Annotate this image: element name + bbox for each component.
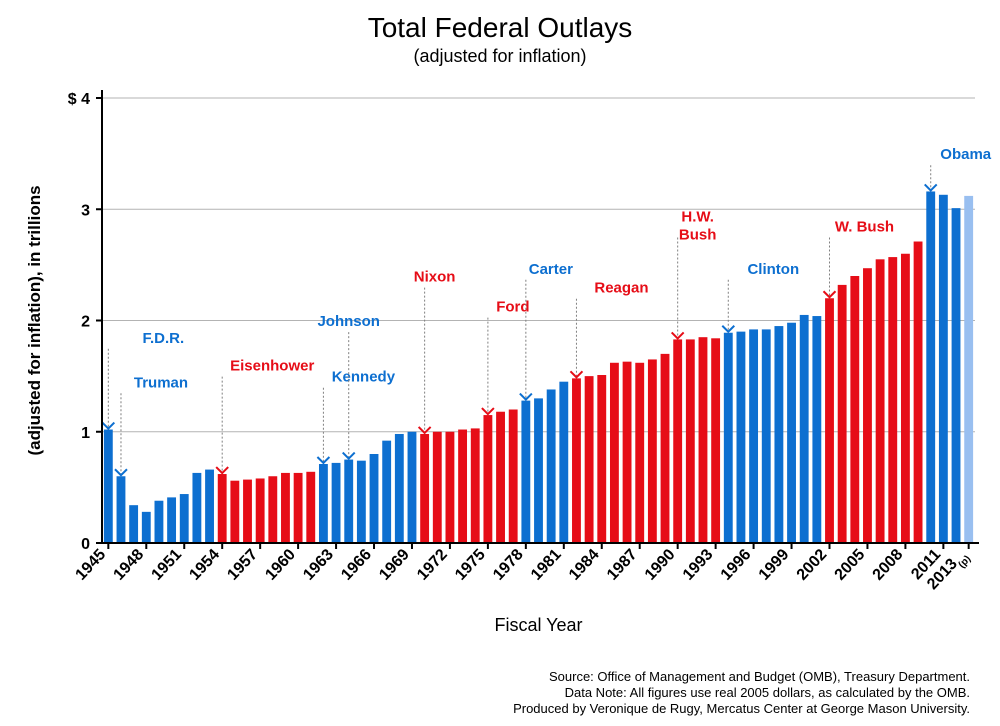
svg-text:1975: 1975: [452, 546, 489, 584]
svg-text:1981: 1981: [528, 546, 565, 584]
svg-text:1996: 1996: [718, 546, 755, 584]
svg-text:Obama: Obama: [940, 146, 992, 163]
svg-text:1945: 1945: [73, 546, 110, 584]
svg-text:Bush: Bush: [679, 227, 717, 244]
svg-text:Nixon: Nixon: [414, 269, 456, 286]
svg-text:2005: 2005: [832, 546, 869, 584]
svg-text:1969: 1969: [376, 546, 413, 584]
svg-text:Fiscal Year: Fiscal Year: [494, 615, 582, 635]
svg-text:1984: 1984: [566, 546, 603, 584]
source-line-3: Produced by Veronique de Rugy, Mercatus …: [30, 701, 970, 716]
svg-text:Carter: Carter: [529, 261, 573, 278]
svg-text:3: 3: [81, 202, 90, 219]
svg-text:1987: 1987: [604, 546, 641, 584]
svg-text:Johnson: Johnson: [317, 313, 380, 330]
svg-text:Reagan: Reagan: [594, 280, 648, 297]
svg-text:H.W.: H.W.: [681, 209, 714, 226]
svg-text:2002: 2002: [794, 546, 831, 584]
svg-text:1948: 1948: [111, 546, 148, 584]
svg-text:1951: 1951: [148, 546, 185, 584]
chart-page: Total Federal Outlays (adjusted for infl…: [0, 0, 1000, 726]
source-line-1: Source: Office of Management and Budget …: [30, 669, 970, 684]
svg-text:$ 4: $ 4: [68, 91, 90, 108]
svg-text:2: 2: [81, 314, 90, 331]
svg-text:1: 1: [81, 425, 90, 442]
svg-text:(adjusted for inflation), in t: (adjusted for inflation), in trillions: [25, 185, 44, 455]
svg-text:W. Bush: W. Bush: [835, 219, 894, 236]
svg-text:F.D.R.: F.D.R.: [142, 330, 184, 347]
svg-text:1954: 1954: [186, 546, 223, 584]
svg-text:0: 0: [81, 536, 90, 553]
svg-text:1966: 1966: [338, 546, 375, 584]
svg-text:Kennedy: Kennedy: [332, 369, 396, 386]
svg-text:2008: 2008: [870, 546, 907, 584]
chart-svg: F.D.R. Truman Eisenhower Kennedy Johnson Nixo…: [0, 0, 1000, 726]
source-line-2: Data Note: All figures use real 2005 dol…: [30, 685, 970, 700]
svg-text:1990: 1990: [642, 546, 679, 584]
svg-text:1999: 1999: [756, 546, 793, 584]
svg-text:Eisenhower: Eisenhower: [230, 358, 314, 375]
svg-text:Truman: Truman: [134, 374, 188, 391]
svg-text:1963: 1963: [300, 546, 337, 584]
svg-text:1957: 1957: [224, 546, 261, 584]
svg-text:1960: 1960: [262, 546, 299, 584]
svg-text:Clinton: Clinton: [747, 261, 799, 278]
svg-text:1972: 1972: [414, 546, 451, 584]
svg-text:1978: 1978: [490, 546, 527, 584]
svg-text:Ford: Ford: [496, 299, 529, 316]
svg-text:1993: 1993: [680, 546, 717, 584]
